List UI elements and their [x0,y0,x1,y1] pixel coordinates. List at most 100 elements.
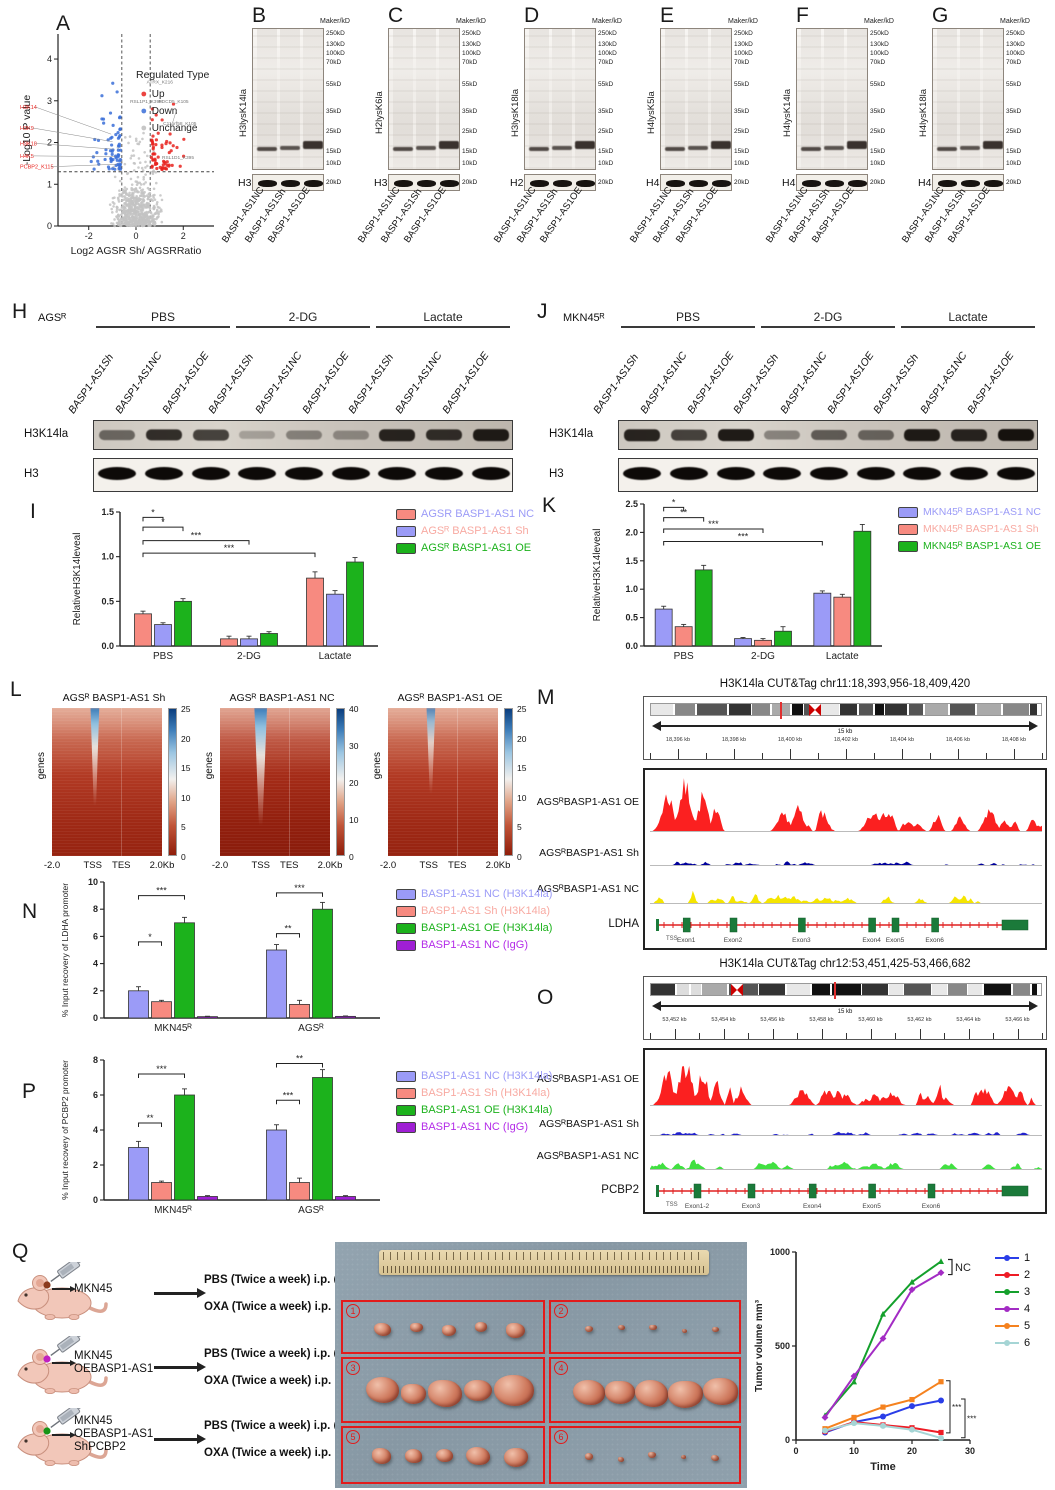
ruler-tick [674,1029,676,1039]
panel-letter-k: K [542,494,557,517]
point [118,166,122,170]
treatment-label: OXA (Twice a week) i.p. [204,1446,332,1459]
label: 1 [47,179,52,189]
track-label: AGSᴿBASP1-AS1 NC [536,1150,639,1162]
protein-band [666,180,685,187]
point [108,203,112,206]
legend-swatch [396,525,416,537]
blot-panel-b: B Maker/kD H3lysK14la 250kD 130kD 100kD 70kD 55… [220,2,374,292]
point [136,199,139,202]
point [102,121,106,125]
point [141,125,147,131]
blot-row-label: H3K14la [549,428,594,440]
blot-panel-e: E Maker/kD H4lysK5la 250kD 130kD 100kD 70kD 55k… [628,2,782,292]
chromosome-band [1030,704,1038,715]
point [168,132,172,136]
point [150,164,154,168]
label: 20 [907,1446,917,1456]
panel-letter-o: O [537,986,554,1009]
legend-item: 6 [995,1337,1030,1349]
track-title: H3K14la CUT&Tag chr11:18,393,956-18,409,… [719,678,971,690]
significance-label: ** [284,924,292,934]
significance-label: ** [296,1054,304,1064]
path [909,1278,915,1285]
ruler-tick [902,749,903,759]
label: 1.5 [625,556,638,566]
point [104,152,108,156]
legend-swatch [396,508,416,520]
legend-item: AGSR BASP1-AS1 NC [396,508,534,520]
marker-label: 55kD [734,81,750,88]
point [118,127,122,131]
blot-lane [575,29,595,169]
label: 0 [93,1195,98,1205]
path [938,1258,944,1264]
point [124,198,127,201]
protein-band [825,180,844,187]
point [143,195,147,198]
coverage-track [650,1146,1042,1170]
cell-line-labels: MKN45 [74,1283,166,1296]
blot-panel-d: D Maker/kD H3lysK18la 250kD 130kD 100kD 70kD 55… [492,2,646,292]
ruler-tick [1014,749,1015,759]
mouse-paw [44,1460,56,1467]
marker-label: 20kD [734,179,750,186]
point [142,131,145,135]
point [131,212,135,216]
bar [656,919,659,931]
bar [289,1182,310,1201]
protein-band [285,467,323,480]
lane-label: BASP1-AS1OE [159,349,212,416]
point [130,154,133,158]
point [140,192,144,195]
panel-letter-j: J [537,300,548,323]
point [123,212,127,215]
point [110,152,114,156]
exon-label: Exon1 [677,937,696,944]
point [128,191,131,195]
point [138,204,142,208]
marker-label: 15kD [462,148,478,155]
chromosome-band [728,984,758,995]
x-axis-label: Time [870,1461,895,1473]
ruler-tick [699,1033,700,1039]
protein-band [281,180,300,187]
arrow [154,1288,206,1297]
chromosome-band [948,984,967,995]
marker-label: 70kD [462,59,478,66]
antibody-label: H4lysK18la [918,88,929,138]
legend-dot [1004,1306,1010,1312]
tumor [365,1377,400,1403]
volcano-plot: -2 0 2 0 1 2 3 4 Log2 AGSR Sh/ AGSRRatio -Log10 P… [20,34,214,257]
tumor-group-box: 4 [549,1357,741,1423]
coordinate-label: 53,462 kb [907,1017,932,1023]
treatment-arm: OXA (Twice a week) i.p.4 [204,1367,351,1394]
locus-marker [834,982,837,999]
point [137,202,140,206]
marker-label: 55kD [870,81,886,88]
tumor [649,1324,657,1331]
point [909,1403,915,1410]
heatmap-group: AGSᴿ BASP1-AS1 Sh genes 25 20 15 10 5 0 -2.0 TSS T… [8,678,538,884]
gene-label: PDCD5_K105 [158,99,188,105]
ruler-tick [874,753,875,759]
colorbar-tick: 0 [517,852,522,862]
ruler-tick [895,1033,896,1039]
antibody-label: H4lysK5la [646,91,657,135]
point [95,151,99,155]
point [118,208,121,212]
protein-band [716,467,755,480]
category-label: 2-DG [237,651,261,662]
marker-label: 15kD [870,148,886,155]
marker-label: 130kD [734,41,753,48]
chromosome-band [858,704,874,715]
point [133,220,137,224]
chromosome-band [752,704,771,715]
bar [693,1183,702,1199]
point [168,141,172,145]
point [118,179,122,183]
point [113,218,116,221]
protein-band [575,141,595,149]
treatment-label: PBS (Twice a week) i.p. [204,1347,331,1360]
ruler-tick [821,1029,823,1039]
